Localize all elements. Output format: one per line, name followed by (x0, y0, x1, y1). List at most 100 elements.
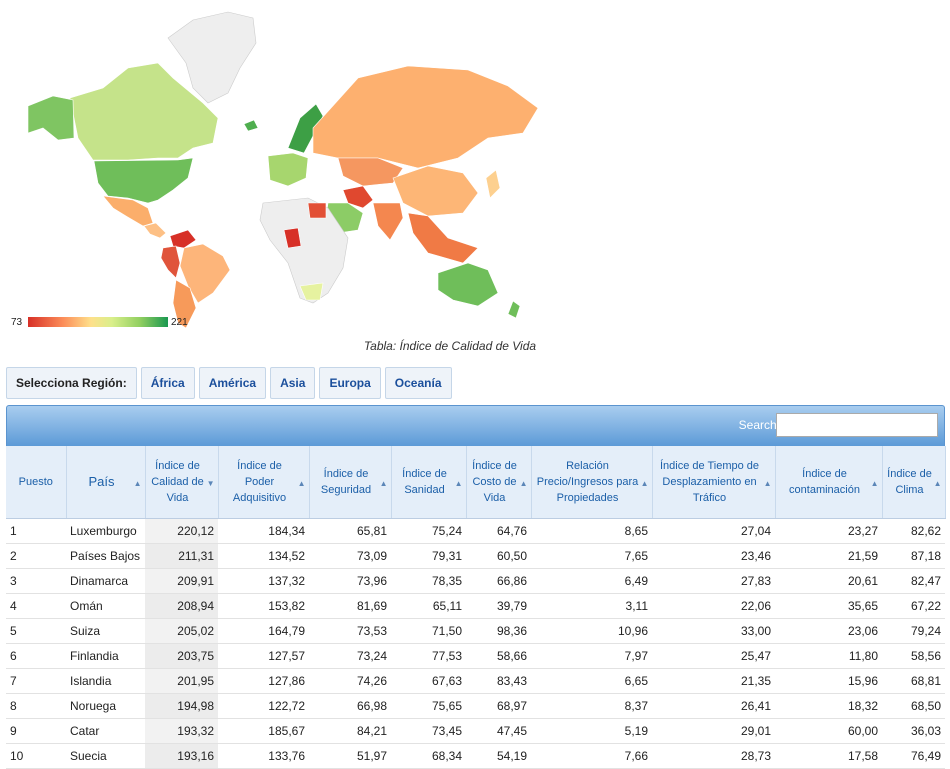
table-cell: 26,41 (652, 693, 775, 719)
table-cell: 6,65 (531, 668, 652, 694)
table-row[interactable]: 8 Noruega 194,98 122,72 66,98 75,65 68,97 8,37 2… (6, 693, 945, 719)
table-cell: 47,45 (466, 718, 531, 744)
table-cell: Suecia (66, 743, 145, 769)
table-cell: 28,73 (652, 743, 775, 769)
column-header-seguridad[interactable]: Índice de Seguridad ▲ (309, 446, 392, 519)
map-nigeria[interactable] (283, 227, 302, 249)
map-egypt[interactable] (307, 202, 327, 219)
table-cell: Noruega (66, 693, 145, 719)
table-row[interactable]: 5 Suiza 205,02 164,79 73,53 71,50 98,36 10,96 33… (6, 618, 945, 644)
region-button-europa[interactable]: Europa (319, 367, 381, 399)
table-row[interactable]: 7 Islandia 201,95 127,86 74,26 67,63 83,43 6,65… (6, 668, 945, 694)
sort-icon: ▲ (379, 479, 388, 488)
column-header-label: Índice de Costo de Vida (472, 460, 517, 504)
map-central-asia[interactable] (337, 157, 404, 187)
map-canada[interactable] (69, 62, 219, 161)
map-argentina[interactable] (172, 279, 197, 329)
table-cell: 36,03 (882, 718, 945, 744)
table-cell: 201,95 (145, 668, 218, 694)
region-selector-label: Selecciona Región: (6, 367, 137, 399)
table-cell: 23,46 (652, 543, 775, 569)
table-row[interactable]: 6 Finlandia 203,75 127,57 73,24 77,53 58,66 7,9… (6, 643, 945, 669)
table-row[interactable]: 2 Países Bajos 211,31 134,52 73,09 79,31 60,50… (6, 543, 945, 569)
search-label: Search: (738, 418, 780, 432)
map-south-africa[interactable] (299, 282, 324, 301)
table-row[interactable]: 9 Catar 193,32 185,67 84,21 73,45 47,45 5,19 29,… (6, 718, 945, 744)
table-row[interactable]: 10 Suecia 193,16 133,76 51,97 68,34 54,19 7,66 2… (6, 743, 945, 769)
map-se-asia[interactable] (407, 212, 479, 264)
table-row[interactable]: 3 Dinamarca 209,91 137,32 73,96 78,35 66,86 6,4… (6, 568, 945, 594)
table-cell: 164,79 (218, 618, 309, 644)
column-header-precio-ingresos[interactable]: Relación Precio/Ingresos para Propiedade… (531, 446, 653, 519)
table-cell: 5 (6, 618, 66, 644)
table-cell: 23,06 (775, 618, 882, 644)
world-map[interactable]: 73 221 (8, 8, 543, 333)
table-cell: 1 (6, 518, 66, 544)
region-button-asia[interactable]: Asia (270, 367, 316, 399)
table-cell: 7 (6, 668, 66, 694)
map-iran[interactable] (342, 185, 374, 209)
map-mexico[interactable] (102, 195, 154, 227)
table-cell: 67,22 (882, 593, 945, 619)
map-brazil[interactable] (179, 243, 231, 304)
column-header-label: Índice de Poder Adquisitivo (232, 460, 287, 504)
table-cell: 10 (6, 743, 66, 769)
table-cell: 81,69 (309, 593, 391, 619)
region-button-oceania[interactable]: Oceanía (384, 367, 452, 399)
column-header-calidad-vida[interactable]: Índice de Calidad de Vida ▼ (145, 446, 219, 519)
table-row[interactable]: 1 Luxemburgo 220,12 184,34 65,81 75,24 64,76 8,… (6, 518, 945, 544)
column-header-puesto[interactable]: Puesto (6, 446, 67, 519)
table-row[interactable]: 4 Omán 208,94 153,82 81,69 65,11 39,79 3,11 22,0… (6, 593, 945, 619)
map-legend-bar (28, 317, 168, 327)
map-russia[interactable] (312, 65, 539, 169)
map-alaska[interactable] (27, 95, 75, 141)
table-cell: 68,34 (391, 743, 466, 769)
table-cell: 21,59 (775, 543, 882, 569)
column-header-label: Índice de Seguridad (320, 468, 372, 496)
region-button-africa[interactable]: África (140, 367, 195, 399)
column-header-trafico[interactable]: Índice de Tiempo de Desplazamiento en Tr… (652, 446, 776, 519)
column-header-pais[interactable]: País ▲ (66, 446, 146, 519)
map-europe-west[interactable] (267, 152, 309, 187)
map-china[interactable] (392, 165, 479, 217)
map-scandinavia[interactable] (287, 103, 324, 154)
column-header-label: Índice de Sanidad (402, 468, 447, 496)
map-japan[interactable] (485, 169, 501, 199)
map-greenland[interactable] (167, 11, 257, 104)
map-venezuela[interactable] (169, 229, 197, 249)
table-cell: 8 (6, 693, 66, 719)
map-india[interactable] (372, 202, 404, 241)
world-map-svg (27, 11, 539, 329)
table-cell: 66,98 (309, 693, 391, 719)
table-cell: 71,50 (391, 618, 466, 644)
map-australia[interactable] (437, 262, 499, 307)
table-cell: 79,24 (882, 618, 945, 644)
sort-icon: ▲ (640, 479, 649, 488)
table-cell: 82,47 (882, 568, 945, 594)
table-cell: 6 (6, 643, 66, 669)
column-header-sanidad[interactable]: Índice de Sanidad ▲ (391, 446, 467, 519)
map-new-zealand[interactable] (507, 300, 521, 319)
region-button-america[interactable]: América (198, 367, 267, 399)
table-cell: 68,50 (882, 693, 945, 719)
column-header-clima[interactable]: Índice de Clima ▲ (882, 446, 946, 519)
search-input[interactable] (776, 413, 938, 437)
table-cell: 68,81 (882, 668, 945, 694)
column-header-contaminacion[interactable]: Índice de contaminación ▲ (775, 446, 883, 519)
table-cell: 185,67 (218, 718, 309, 744)
table-cell: 27,83 (652, 568, 775, 594)
region-selector: Selecciona Región: África América Asia E… (6, 367, 452, 399)
column-header-poder-adquisitivo[interactable]: Índice de Poder Adquisitivo ▲ (218, 446, 310, 519)
table-cell: 29,01 (652, 718, 775, 744)
map-usa[interactable] (93, 157, 194, 204)
table-cell: 134,52 (218, 543, 309, 569)
table-cell: 7,65 (531, 543, 652, 569)
table-cell: 3,11 (531, 593, 652, 619)
map-iceland[interactable] (243, 119, 259, 132)
table-cell: 133,76 (218, 743, 309, 769)
table-cell: 7,66 (531, 743, 652, 769)
map-central-america[interactable] (143, 222, 167, 239)
map-peru[interactable] (160, 245, 181, 279)
column-header-costo-vida[interactable]: Índice de Costo de Vida ▲ (466, 446, 532, 519)
table-cell: 11,80 (775, 643, 882, 669)
